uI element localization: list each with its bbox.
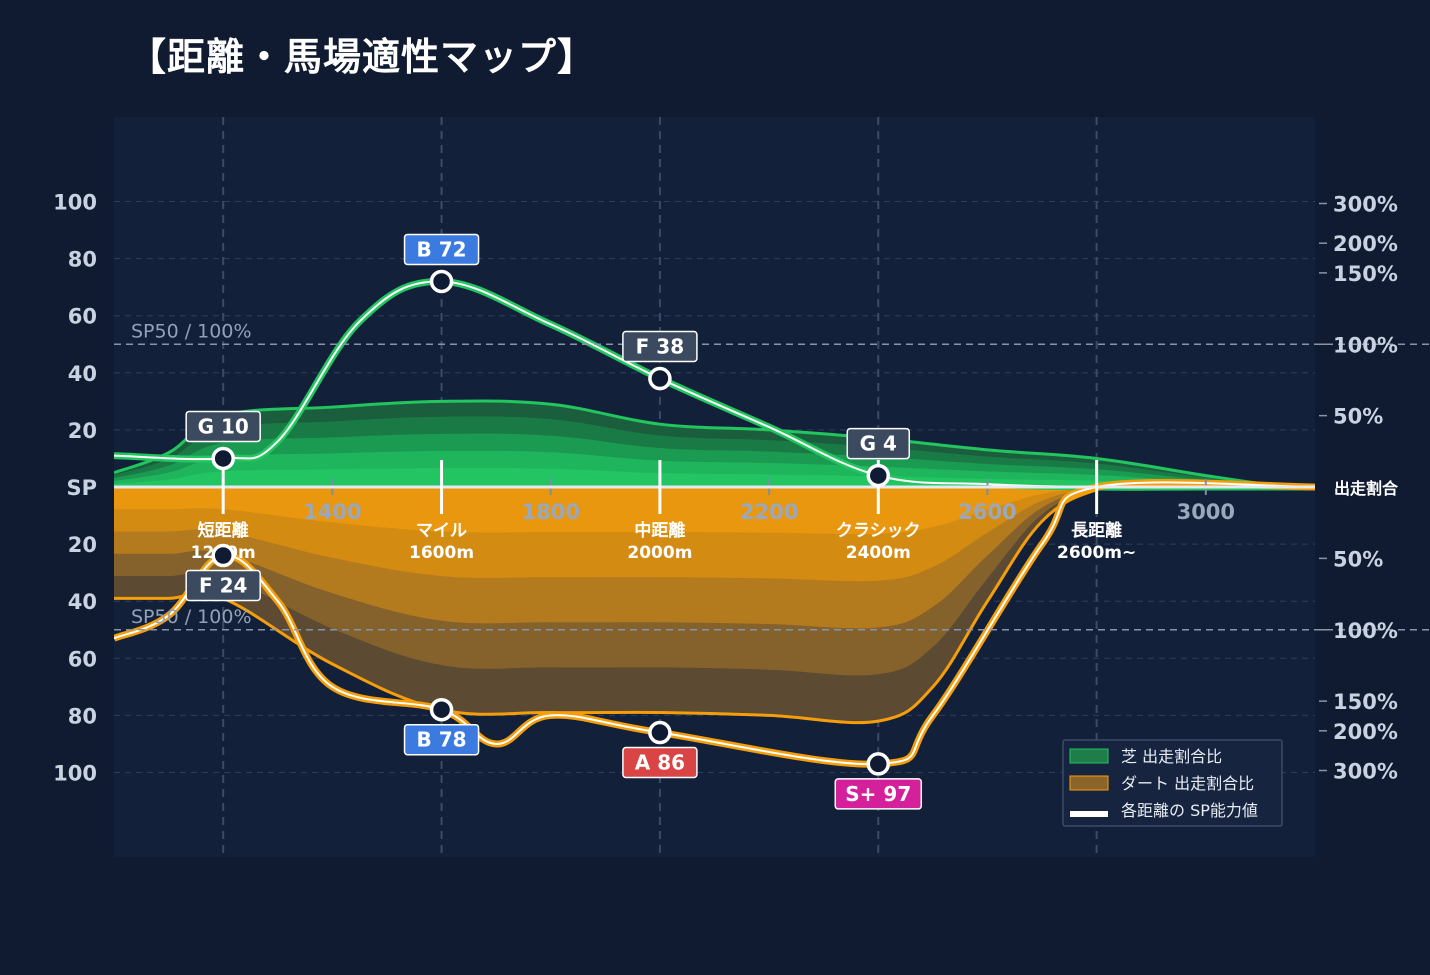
y-tick-label-bottom: 20 (68, 533, 97, 557)
rank-badge (403, 233, 480, 266)
rank-badge (622, 746, 698, 779)
legend-swatch-dirt (1069, 775, 1109, 791)
rank-badge (622, 330, 698, 363)
y-tick-label-bottom: 80 (68, 704, 97, 728)
right-tick-label-bottom: 150% (1333, 690, 1398, 714)
rank-badge-label: B 78 (417, 728, 467, 752)
rank-badge (185, 410, 261, 443)
rank-badge (846, 427, 911, 460)
rank-badge-label: A 86 (635, 751, 685, 775)
y-tick-label-top: 80 (68, 248, 97, 272)
right-tick-label-top: 100% (1333, 333, 1398, 357)
reference-line-label: SP50 / 100% (131, 606, 252, 628)
sp-point-marker (866, 463, 891, 488)
right-tick-label-top: 300% (1333, 192, 1398, 216)
rank-badge (834, 778, 923, 810)
right-tick-label-top: 50% (1333, 405, 1383, 429)
rank-badge (403, 723, 480, 756)
dirt-share-outline (114, 484, 1315, 725)
right-tick-label-bottom: 200% (1333, 720, 1398, 744)
sp-point-marker (429, 269, 454, 294)
legend-label: 芝 出走割合比 (1121, 747, 1222, 766)
y-tick-label-bottom: 40 (68, 590, 97, 614)
rank-badge-label: F 24 (199, 574, 247, 598)
y-tick-label-bottom: 60 (68, 647, 97, 671)
category-distance: 2600m~ (1057, 543, 1136, 563)
legend-box (1062, 739, 1283, 827)
rank-badge-label: F 38 (636, 335, 684, 359)
right-center-label: 出走割合 (1334, 479, 1399, 498)
sp-point-marker (866, 752, 891, 776)
x-tick-label: 2200 (740, 500, 798, 524)
category-distance: 2000m (627, 543, 692, 563)
y-tick-label-top: 40 (68, 362, 97, 386)
x-tick-label: 3000 (1177, 500, 1235, 524)
sp-point-marker (429, 697, 454, 722)
right-tick-label-bottom: 300% (1333, 760, 1398, 784)
category-name: 中距離 (634, 520, 685, 541)
y-tick-label-bottom: 100 (53, 762, 97, 786)
dirt-share-area (114, 486, 1315, 535)
category-name: 長距離 (1071, 520, 1122, 541)
y-tick-label-top: 20 (68, 419, 97, 443)
sp-point-marker (211, 543, 235, 568)
category-distance: 1600m (409, 543, 474, 563)
plot-layers (114, 277, 1315, 768)
rank-badge-label: G 10 (198, 414, 249, 438)
x-tick-label: 1400 (303, 500, 361, 524)
legend-label: ダート 出走割合比 (1121, 774, 1254, 793)
sp-point-marker (648, 720, 672, 745)
rank-badge (185, 569, 261, 602)
legend-swatch-line (1070, 811, 1108, 817)
rank-badge-label: B 72 (417, 237, 467, 261)
category-name: クラシック (836, 521, 921, 541)
x-tick-label: 1800 (522, 500, 580, 524)
right-tick-label-top: 200% (1333, 232, 1398, 256)
category-distance: 2400m (846, 543, 911, 563)
right-tick-label-top: 150% (1333, 262, 1398, 286)
legend-label: 各距離の SP能力値 (1121, 801, 1258, 820)
category-name: マイル (416, 521, 467, 541)
y-center-label: SP (66, 476, 97, 500)
sp-point-marker (211, 446, 235, 471)
reference-line-label: SP50 / 100% (131, 320, 252, 342)
category-name: 短距離 (198, 520, 249, 541)
y-tick-label-top: 60 (68, 305, 97, 329)
right-tick-label-bottom: 100% (1333, 619, 1398, 643)
y-tick-label-top: 100 (53, 191, 97, 215)
x-tick-label: 2600 (958, 500, 1016, 524)
rank-badge-label: S+ 97 (845, 782, 911, 806)
legend-swatch-turf (1069, 748, 1109, 764)
sp-point-marker (648, 366, 672, 391)
rank-badge-label: G 4 (860, 432, 897, 456)
page-title: 【距離・馬場適性マップ】 (128, 35, 597, 79)
turf-share-outline (114, 399, 1315, 490)
right-tick-label-bottom: 50% (1333, 547, 1383, 571)
